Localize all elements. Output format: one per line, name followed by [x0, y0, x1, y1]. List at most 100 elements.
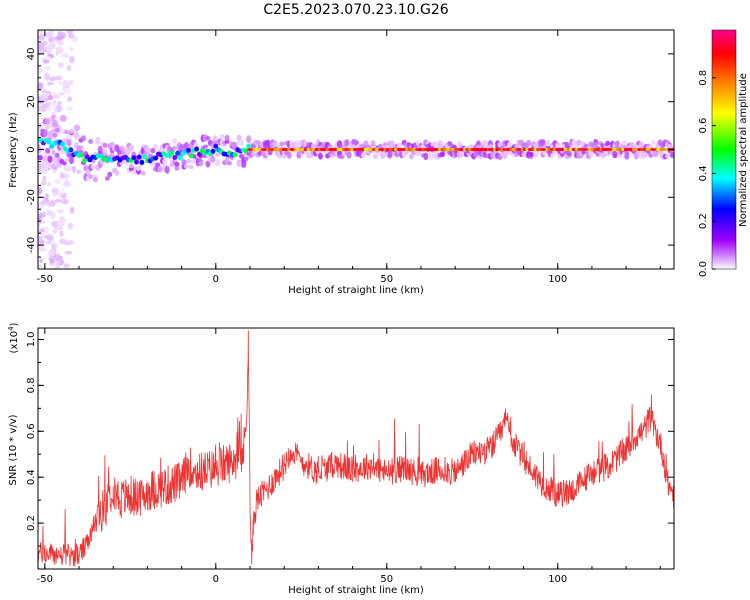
colorbar-frame — [711, 29, 737, 270]
spectrum-cell — [487, 144, 493, 149]
spectrum-cell — [404, 149, 410, 155]
ridge-peak — [625, 148, 632, 151]
noise-cell — [51, 244, 57, 251]
noise-cell — [58, 92, 65, 96]
spectrum-cell — [265, 139, 271, 146]
spectrum-cell — [389, 140, 395, 149]
spectrum-cell — [188, 164, 194, 170]
ridge-peak — [539, 148, 546, 151]
spectrum-cell — [650, 140, 656, 145]
spectrum-cell — [526, 139, 532, 147]
noise-cell — [53, 94, 60, 99]
spectrum-cell — [92, 177, 98, 183]
noise-cell — [43, 66, 52, 71]
noise-cell — [47, 163, 51, 168]
noise-cell — [38, 48, 42, 52]
ridge-peak — [582, 148, 589, 151]
ridge-peak — [260, 148, 267, 151]
spectrum-cell — [545, 140, 551, 147]
spectrum-cell — [171, 145, 177, 151]
noise-cell — [55, 46, 64, 54]
spectrum-cell — [54, 153, 60, 158]
spectrum-cell — [174, 165, 180, 171]
noise-cell — [69, 47, 74, 51]
noise-cell — [63, 53, 69, 59]
noise-cell — [50, 101, 57, 109]
noise-cell — [56, 258, 61, 266]
noise-cell — [65, 87, 72, 96]
spectrum-cell — [219, 134, 225, 139]
noise-cell — [46, 234, 54, 241]
spectrum-cell — [71, 165, 77, 173]
spectrum-cell — [171, 137, 177, 145]
spectrogram-ylabel: Frequency (Hz) — [8, 112, 19, 188]
spectrum-cell — [612, 150, 618, 157]
spectrum-cell — [638, 141, 644, 147]
noise-cell — [54, 265, 60, 269]
colorbar-label: Normalized spectral amplitude — [738, 73, 749, 227]
spectrum-cell — [396, 142, 402, 149]
y-tick-label: 20 — [26, 95, 37, 108]
spectrum-cell — [88, 174, 94, 179]
spectrum-cell — [614, 140, 620, 146]
ridge-cell — [188, 153, 194, 159]
spectrum-cell — [483, 139, 489, 148]
noise-cell — [56, 209, 65, 214]
noise-cell — [60, 187, 65, 196]
snr-ylabel: SNR (10 * v/v) — [8, 414, 19, 485]
spectrum-cell — [159, 148, 165, 153]
y-tick-label: 0.6 — [26, 423, 37, 439]
noise-cell — [57, 31, 63, 39]
spectrum-cell — [344, 139, 350, 147]
noise-cell — [41, 89, 48, 94]
ridge-cell — [60, 141, 66, 147]
ridge-cell — [194, 146, 200, 152]
spectrum-cell — [145, 145, 151, 154]
spectrum-cell — [45, 118, 51, 125]
noise-cell — [59, 230, 64, 237]
spectrum-cell — [205, 160, 211, 168]
noise-cell — [63, 263, 70, 269]
noise-cell — [54, 75, 63, 81]
spectrum-cell — [150, 147, 156, 154]
spectrum-cell — [238, 138, 244, 147]
ridge-cell — [169, 150, 175, 156]
noise-cell — [43, 103, 50, 109]
noise-cell — [38, 247, 47, 252]
ridge-cell — [186, 147, 191, 153]
noise-cell — [49, 76, 56, 82]
spectrum-cell — [78, 145, 84, 150]
ridge-cell — [68, 147, 74, 153]
spectrum-cell — [624, 152, 630, 160]
y-tick-label: 0.2 — [26, 515, 37, 531]
snr-xlabel: Height of straight line (km) — [288, 585, 424, 596]
spectrogram-panel: -50 0 50 100 -40 -20 0 20 40 Height of straight … — [8, 29, 675, 296]
noise-cell — [64, 158, 71, 162]
ridge-cell — [232, 152, 238, 158]
spectrum-cell — [42, 129, 48, 137]
spectrum-cell — [550, 153, 556, 158]
figure-title: C2E5.2023.070.23.10.G26 — [263, 2, 448, 18]
noise-cell — [68, 33, 75, 39]
spectrum-cell — [621, 140, 627, 146]
noise-cell — [39, 258, 43, 264]
spectrum-cell — [205, 136, 211, 141]
spectrum-cell — [38, 155, 43, 161]
ridge-peak — [430, 148, 437, 151]
noise-cell — [38, 82, 44, 91]
spectrum-cell — [183, 164, 189, 169]
snr-line — [38, 330, 674, 567]
spectrum-cell — [136, 166, 142, 172]
spectrum-cell — [54, 127, 60, 133]
spectrum-cell — [128, 144, 134, 152]
noise-cell — [41, 162, 46, 169]
noise-cell — [46, 181, 51, 187]
noise-cell — [58, 81, 62, 85]
ridge-peak — [247, 148, 253, 151]
ridge-cell — [46, 139, 52, 145]
noise-cell — [66, 106, 74, 112]
colorbar-tick-label: 0.4 — [698, 165, 709, 181]
spectrum-cell — [224, 134, 230, 142]
spectrum-cell — [593, 142, 599, 147]
spectrum-cell — [162, 158, 168, 166]
